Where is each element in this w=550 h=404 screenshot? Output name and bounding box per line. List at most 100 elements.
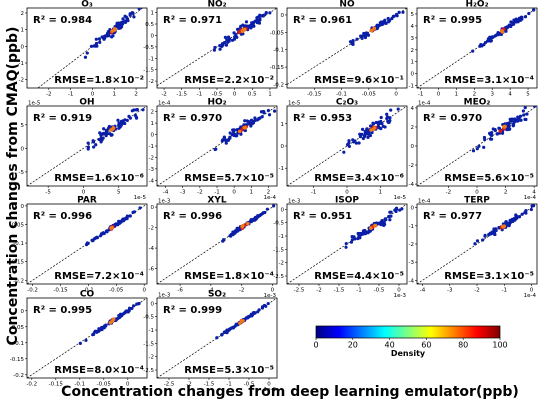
data-point: [384, 218, 388, 222]
data-point: [253, 19, 258, 23]
data-point: [488, 137, 493, 141]
y-tick-label: -0.5: [143, 315, 154, 321]
r-squared-label: R² = 0.970: [423, 113, 482, 124]
data-point: [516, 119, 520, 123]
data-point: [228, 135, 232, 139]
data-point: [520, 15, 524, 19]
data-point: [86, 141, 90, 145]
data-point: [222, 238, 226, 242]
data-point: [251, 218, 255, 223]
x-tick-label: -1.5: [204, 382, 215, 388]
dense-point: [498, 129, 503, 133]
data-point: [130, 109, 134, 113]
data-point: [138, 206, 142, 210]
data-point: [245, 119, 249, 123]
plot-area: [287, 8, 407, 85]
r-squared-label: R² = 0.961: [293, 15, 352, 26]
r-squared-label: R² = 0.996: [163, 211, 222, 222]
data-point: [490, 35, 495, 40]
data-point: [365, 127, 369, 131]
data-point: [357, 141, 361, 145]
panel-title: C₂O₃: [336, 98, 358, 108]
y-tick-label: -4: [149, 178, 155, 184]
r-squared-label: R² = 0.970: [163, 113, 222, 124]
data-point: [265, 207, 269, 211]
y-tick-label: -0.2: [273, 83, 284, 89]
data-point: [471, 49, 475, 53]
r-squared-label: R² = 0.995: [423, 15, 482, 26]
data-point: [266, 301, 270, 306]
data-point: [389, 210, 393, 214]
data-point: [360, 132, 364, 136]
x-tick-label: -2.5: [164, 382, 175, 388]
y-tick-label: -5: [19, 170, 25, 176]
data-point: [236, 228, 241, 232]
data-point: [93, 330, 98, 334]
data-point: [124, 15, 129, 19]
colorbar: 0 20 40 60 80 100 Density: [313, 325, 508, 358]
dense-point: [240, 224, 244, 229]
x-tick-label: 1: [379, 190, 383, 196]
data-point: [130, 306, 134, 311]
data-point: [118, 221, 122, 225]
rmse-label: RMSE=1.8×10⁻²: [54, 75, 144, 86]
data-point: [354, 141, 359, 145]
x-tick-label: 0: [267, 382, 271, 388]
data-point: [362, 229, 366, 233]
x-tick-label: -1.5: [176, 92, 187, 98]
data-point: [256, 310, 260, 314]
data-point: [128, 13, 132, 17]
data-point: [342, 150, 346, 154]
data-point: [231, 326, 236, 330]
data-point: [386, 16, 390, 21]
plot-area: [27, 204, 147, 284]
data-point: [488, 35, 492, 39]
y-tick-label: 2: [411, 125, 415, 131]
data-point: [94, 37, 98, 41]
dense-point: [372, 26, 377, 31]
data-point: [382, 20, 386, 24]
data-point: [119, 22, 123, 26]
colorbar-tick-label: 60: [421, 341, 431, 350]
data-point: [243, 128, 248, 133]
data-point: [394, 207, 398, 211]
y-tick-label: -1.5: [273, 247, 284, 253]
data-point: [487, 233, 491, 237]
data-point: [224, 43, 229, 47]
y-tick-label: 0: [21, 44, 25, 50]
y-tick-label: -2: [279, 261, 284, 267]
one-to-one-line: [287, 204, 407, 284]
data-point: [249, 122, 253, 126]
colorbar-tick-label: 80: [458, 341, 468, 350]
data-point: [477, 144, 481, 148]
y-tick-label: -0.5: [273, 221, 284, 227]
data-point: [389, 108, 393, 112]
data-point: [483, 233, 487, 237]
data-point: [493, 34, 497, 38]
y-tick-label: -1: [149, 56, 154, 62]
data-point: [377, 221, 382, 225]
x-tick-label: 0: [82, 190, 86, 196]
data-point: [395, 14, 399, 18]
data-point: [374, 120, 378, 125]
data-point: [234, 33, 238, 37]
data-point: [92, 145, 96, 149]
scatter-panel-6: C₂O₃ -1 0 1 -1 0 1 1e-5 1e-5 R² = 0.953 RMSE=3.4×1…: [279, 98, 408, 201]
y-tick-label: 2: [411, 48, 415, 54]
x-tick-label: 1: [268, 92, 272, 98]
x-tick-label: -1: [418, 92, 423, 98]
data-point: [533, 106, 537, 108]
data-point: [258, 13, 262, 17]
rmse-label: RMSE=5.7×10⁻⁵: [184, 173, 274, 184]
data-point: [220, 139, 224, 143]
one-to-one-line: [287, 8, 407, 85]
data-point: [492, 232, 497, 236]
y-tick-label: -1: [19, 61, 24, 67]
data-point: [215, 336, 219, 340]
panel-title: XYL: [207, 196, 226, 206]
x-tick-label: -2: [46, 92, 51, 98]
x-tick-label: -0.5: [244, 382, 255, 388]
panel-title: NO₂: [207, 0, 226, 10]
data-point: [100, 325, 104, 330]
